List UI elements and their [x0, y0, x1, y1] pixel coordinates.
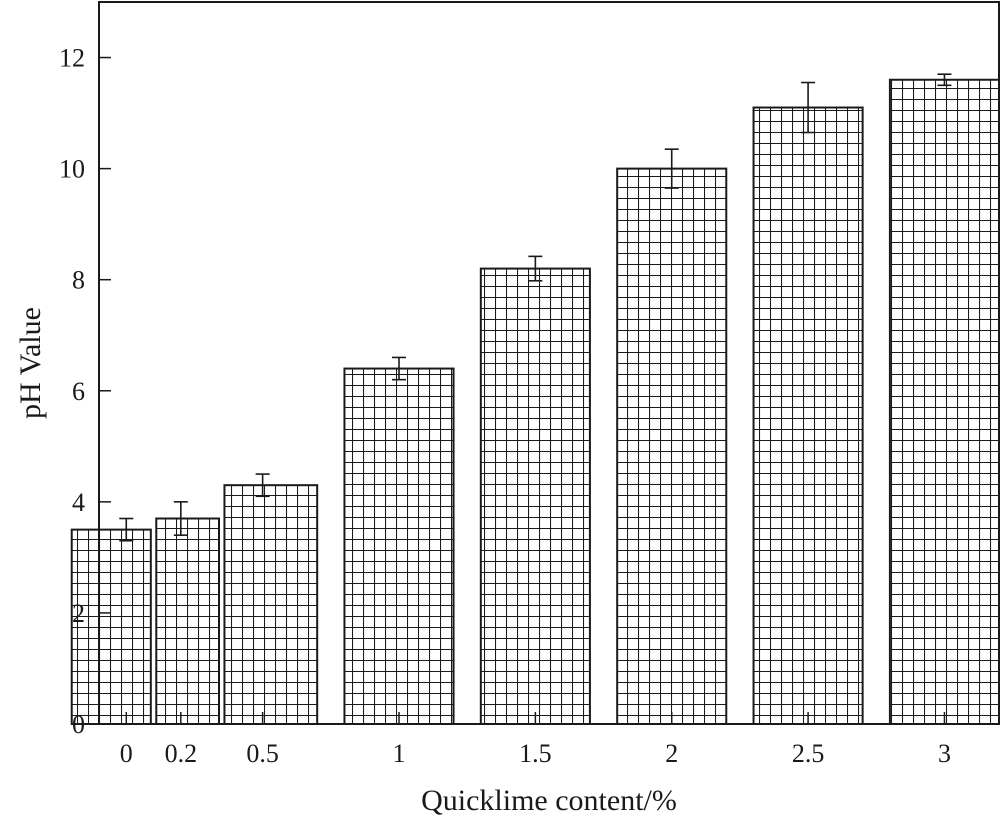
plot-frame [98, 1, 1000, 725]
error-bar-1.5 [528, 255, 543, 282]
y-axis-title: pH Value [14, 307, 47, 419]
y-tick-label: 0 [72, 710, 85, 739]
error-bar-2 [664, 148, 679, 189]
x-tick-label: 3 [938, 739, 951, 768]
bar-3 [888, 78, 1001, 725]
error-bar-2.5 [801, 81, 816, 134]
labels-layer: 0 0.2 0.5 1 1.5 2 2.5 3 0 2 4 6 8 10 12 [59, 44, 951, 768]
x-tick-label: 1.5 [519, 739, 552, 768]
error-bar-0.2 [173, 501, 188, 536]
y-tick-label: 4 [72, 488, 85, 517]
bar-2.5 [752, 106, 864, 726]
bar-1.5 [479, 267, 591, 725]
y-tick-label: 12 [59, 44, 85, 73]
x-tick-label: 0.5 [246, 739, 279, 768]
bar-0.5 [223, 484, 319, 725]
y-tick-label: 6 [72, 377, 85, 406]
error-bar-0.5 [255, 473, 270, 498]
x-tick-label: 0.2 [165, 739, 198, 768]
x-axis-title: Quicklime content/% [421, 784, 677, 817]
x-tick-label: 0 [120, 739, 133, 768]
x-tick-label: 2 [665, 739, 678, 768]
error-bar-3 [937, 73, 952, 87]
x-tick-label: 2.5 [792, 739, 825, 768]
error-bar-0 [119, 517, 134, 542]
bar-2 [616, 167, 728, 726]
bar-1 [343, 367, 455, 725]
y-tick-label: 2 [72, 599, 85, 628]
x-tick-label: 1 [393, 739, 406, 768]
y-tick-label: 10 [59, 155, 85, 184]
bar-0.2 [155, 517, 220, 725]
error-bars-layer [119, 73, 952, 542]
bars-layer [70, 78, 1001, 726]
error-bar-1 [392, 356, 406, 381]
ticks-layer [99, 56, 946, 725]
y-tick-label: 8 [72, 266, 85, 295]
bar-0 [70, 528, 152, 725]
